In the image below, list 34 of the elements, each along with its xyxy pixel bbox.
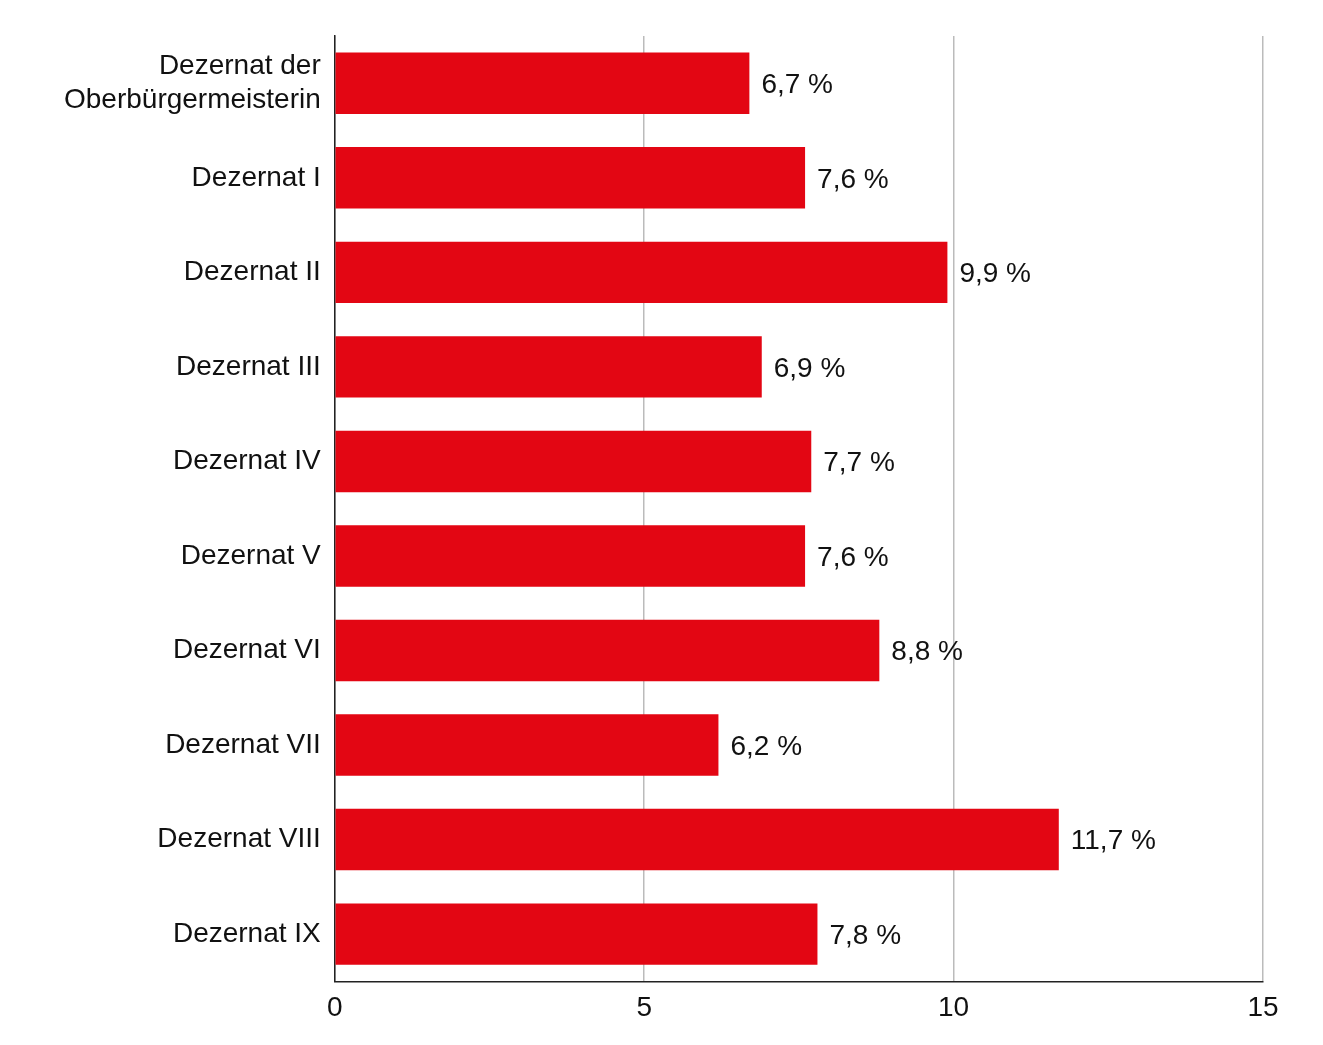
- data-label: 8,8 %: [891, 635, 963, 667]
- x-tick-label: 5: [636, 990, 652, 1022]
- bar: [335, 336, 762, 398]
- y-tick-label: Dezernat der Oberbürgermeisterin: [63, 49, 321, 114]
- data-label: 7,6 %: [817, 540, 889, 572]
- bar: [335, 147, 806, 209]
- data-label: 6,9 %: [773, 351, 846, 383]
- y-tick-label: Dezernat VII: [165, 727, 321, 759]
- x-tick-label: 10: [938, 990, 970, 1022]
- y-tick-label: Dezernat IX: [172, 916, 322, 948]
- data-label: 7,6 %: [817, 162, 889, 194]
- data-label: 6,7 %: [761, 67, 833, 99]
- bar: [335, 714, 719, 776]
- bar: [335, 619, 880, 682]
- x-tick-label: 0: [326, 990, 343, 1022]
- bar: [335, 241, 948, 304]
- y-tick-label: Dezernat III: [176, 349, 321, 381]
- y-tick-label: Dezernat V: [180, 538, 322, 570]
- data-label: 7,7 %: [823, 446, 895, 478]
- y-tick-label: Dezernat IV: [172, 444, 322, 476]
- x-tick-label: 15: [1247, 990, 1279, 1022]
- data-label: 9,9 %: [959, 257, 1032, 289]
- data-label: 6,2 %: [730, 729, 803, 761]
- y-tick-label: Dezernat VIII: [157, 822, 321, 854]
- y-tick-label: Dezernat VI: [172, 633, 321, 665]
- bar: [335, 903, 818, 965]
- bar: [335, 808, 1059, 871]
- bar: [335, 430, 812, 493]
- y-tick-label: Dezernat I: [191, 160, 321, 192]
- bar: [335, 52, 750, 114]
- data-label: 11,7 %: [1070, 824, 1156, 856]
- bar: [335, 525, 806, 587]
- y-tick-label: Dezernat II: [183, 255, 321, 287]
- data-label: 7,8 %: [829, 918, 902, 950]
